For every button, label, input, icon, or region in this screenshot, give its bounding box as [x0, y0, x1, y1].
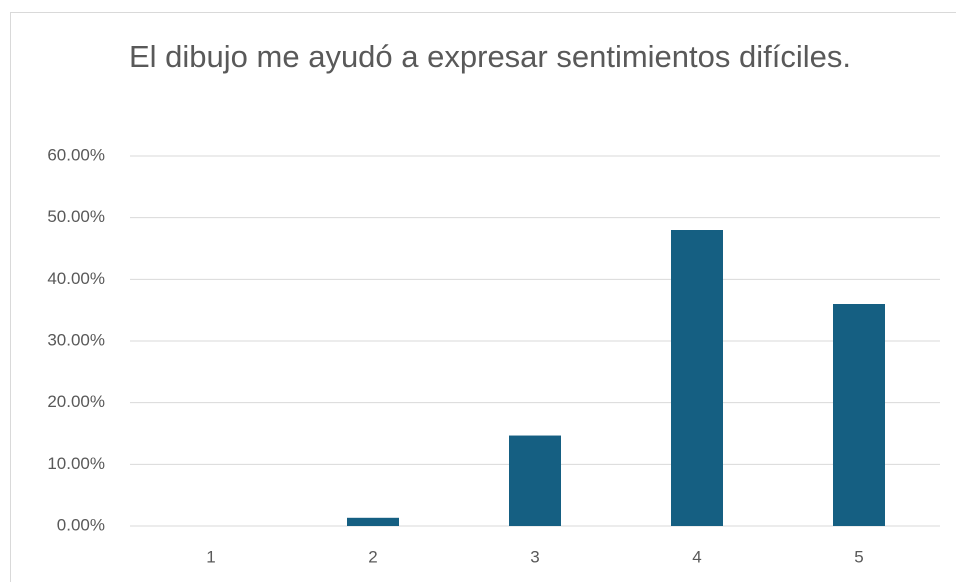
bar: [347, 517, 399, 526]
y-tick-label: 30.00%: [47, 330, 105, 349]
x-tick-label: 5: [854, 547, 863, 566]
chart-border: [10, 12, 956, 582]
x-tick-label: 1: [206, 547, 215, 566]
y-tick-label: 50.00%: [47, 207, 105, 226]
y-tick-label: 60.00%: [47, 145, 105, 164]
y-tick-label: 40.00%: [47, 269, 105, 288]
y-tick-label: 0.00%: [57, 515, 105, 534]
x-tick-label: 2: [368, 547, 377, 566]
y-tick-label: 20.00%: [47, 392, 105, 411]
x-tick-label: 4: [692, 547, 701, 566]
bar: [833, 304, 885, 526]
bar: [509, 435, 561, 526]
y-tick-label: 10.00%: [47, 454, 105, 473]
x-tick-label: 3: [530, 547, 539, 566]
bar: [671, 230, 723, 526]
chart-title: El dibujo me ayudó a expresar sentimient…: [129, 39, 851, 74]
